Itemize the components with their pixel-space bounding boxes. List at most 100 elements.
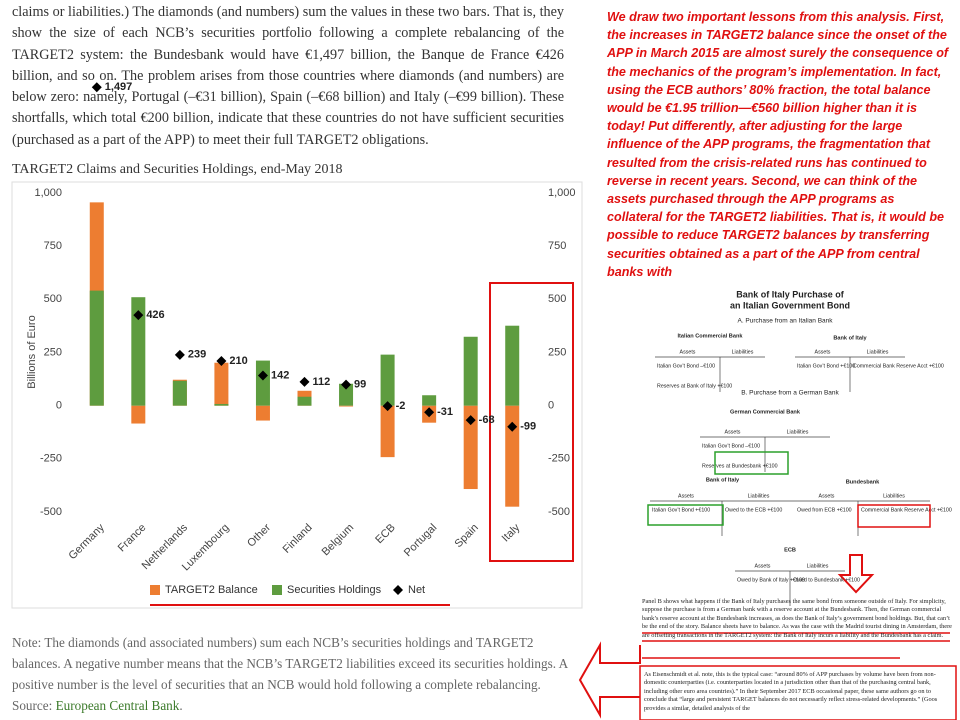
note-text: Note: The diamonds (and associated numbe… — [12, 635, 568, 692]
bar — [422, 395, 437, 406]
bar — [339, 383, 354, 406]
data-label: 210 — [229, 355, 247, 367]
x-tick-label: Germany — [66, 521, 107, 562]
liability-entry: Commercial Bank Reserve Acct +€100 — [861, 507, 952, 513]
net-marker — [257, 370, 268, 381]
net-marker — [507, 421, 518, 432]
data-label: 142 — [271, 369, 289, 381]
bar — [131, 405, 146, 424]
bar — [131, 297, 146, 406]
bar — [339, 405, 354, 407]
net-marker — [133, 310, 144, 321]
section-label: A. Purchase from an Italian Bank — [737, 318, 833, 325]
bar — [505, 405, 520, 507]
y2-tick-label: 500 — [548, 293, 566, 305]
arrow-left — [578, 641, 641, 719]
net-marker — [424, 407, 435, 418]
liability-entry: Owed to Bundesbank +€100 — [793, 577, 860, 583]
legend-label: Securities Holdings — [287, 584, 382, 596]
data-label: -2 — [396, 400, 406, 412]
highlight-box — [489, 282, 574, 562]
commentary: We draw two important lessons from this … — [607, 10, 949, 279]
net-marker — [299, 376, 310, 387]
y2-tick-label: 750 — [548, 240, 566, 252]
data-label: -68 — [479, 414, 495, 426]
y-axis-title: Billions of Euro — [26, 315, 38, 388]
net-marker — [174, 349, 185, 360]
account-name: Italian Commercial Bank — [678, 333, 744, 339]
bar — [255, 360, 270, 406]
legend-label: TARGET2 Balance — [165, 584, 258, 596]
column-header: Liabilities — [807, 563, 829, 569]
chart-frame — [11, 181, 583, 609]
bar — [463, 336, 478, 406]
data-label: 99 — [354, 379, 366, 391]
section-label: B. Purchase from a German Bank — [741, 390, 839, 397]
column-header: Liabilities — [748, 493, 770, 499]
data-label: 1,497 — [105, 81, 133, 93]
column-header: Assets — [678, 493, 694, 499]
column-header: Assets — [815, 349, 831, 355]
bar — [297, 396, 312, 406]
account-name: Bank of Italy — [706, 477, 740, 483]
net-marker — [91, 82, 102, 93]
asset-entry: Italian Gov’t Bond +€100 — [797, 363, 855, 369]
x-tick-label: Other — [245, 521, 273, 549]
highlight-box — [714, 451, 789, 475]
y2-tick-label: 250 — [548, 346, 566, 358]
account-name: Bundesbank — [846, 479, 880, 485]
y-tick-label: 250 — [44, 346, 62, 358]
bar — [172, 380, 187, 406]
data-label: 239 — [188, 349, 206, 361]
y-tick-label: 1,000 — [34, 187, 62, 199]
article-paragraph: claims or liabilities.) The diamonds (an… — [12, 4, 564, 148]
net-marker — [341, 379, 352, 390]
bar — [380, 405, 395, 458]
asset-entry: Italian Gov’t Bond –€100 — [702, 443, 760, 449]
net-marker — [382, 401, 393, 412]
legend-marker — [150, 585, 160, 595]
data-label: 426 — [146, 309, 164, 321]
column-header: Liabilities — [787, 429, 809, 435]
y2-tick-label: -250 — [548, 453, 570, 465]
highlight-box — [647, 504, 724, 526]
x-tick-label: ECB — [373, 522, 397, 546]
diagram-title: Bank of Italy Purchase of — [736, 289, 845, 299]
account-name: ECB — [784, 547, 796, 553]
column-header: Assets — [755, 563, 771, 569]
y2-tick-label: 1,000 — [548, 187, 576, 199]
source-label: Source: — [12, 698, 53, 713]
account-name: Bank of Italy — [833, 335, 867, 341]
highlight-box — [639, 665, 957, 720]
column-header: Liabilities — [883, 493, 905, 499]
diagram-text: Panel B shows what happens if the Bank o… — [642, 598, 952, 639]
x-tick-label: France — [116, 522, 149, 555]
bar — [255, 405, 270, 421]
data-label: -31 — [437, 406, 453, 418]
diagram-text: As Eisenschmidt et al. note, this is the… — [644, 671, 938, 712]
legend-marker — [272, 585, 282, 595]
y-tick-label: 750 — [44, 240, 62, 252]
diagram-title: an Italian Government Bond — [730, 300, 850, 310]
account-name: German Commercial Bank — [730, 409, 801, 415]
net-marker — [216, 356, 227, 367]
arrow-down — [837, 554, 875, 594]
column-header: Assets — [680, 349, 696, 355]
y2-tick-label: -500 — [548, 506, 570, 518]
bar — [380, 354, 395, 406]
y2-tick-label: 0 — [548, 400, 554, 412]
data-label: -99 — [520, 421, 536, 433]
highlight-box — [857, 504, 931, 528]
x-tick-label: Finland — [281, 522, 315, 556]
asset-entry: Owed from ECB +€100 — [797, 507, 852, 513]
source-link[interactable]: European Central Bank — [55, 698, 180, 713]
bar — [505, 325, 520, 406]
asset-entry: Reserves at Bank of Italy +€100 — [657, 383, 732, 389]
chart-note: Note: The diamonds (and associated numbe… — [12, 635, 568, 713]
liability-entry: Owed to the ECB +€100 — [725, 507, 782, 513]
legend-marker — [393, 585, 403, 595]
legend-label: Net — [408, 584, 425, 596]
y-tick-label: 500 — [44, 293, 62, 305]
x-tick-label: Portugal — [402, 522, 439, 559]
